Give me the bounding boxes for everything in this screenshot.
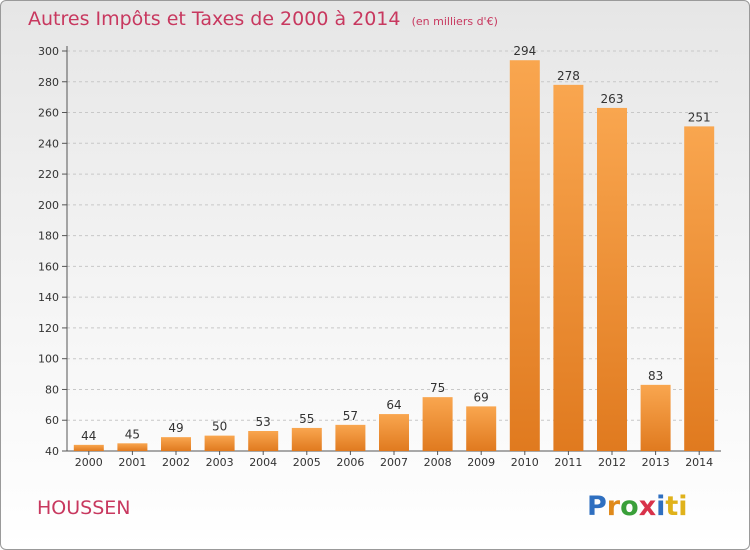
bar-value-label: 251 xyxy=(688,110,711,124)
axes: 40 60 80 100 120 140 160 180 200 220 240 260 280 300 2… xyxy=(38,45,721,469)
bar xyxy=(161,437,191,451)
logo-letter: i xyxy=(656,491,666,522)
y-tick-label: 220 xyxy=(38,168,59,181)
x-tick-label: 2009 xyxy=(467,456,495,469)
bar-value-label: 44 xyxy=(81,429,96,443)
bar xyxy=(466,406,497,451)
labels: 44 45 49 50 53 55 57 64 75 69 294 278 263 83 251 xyxy=(81,44,710,443)
x-tick-label: 2006 xyxy=(336,456,364,469)
y-tick-label: 180 xyxy=(38,230,59,243)
y-tick-label: 260 xyxy=(38,107,59,120)
bar xyxy=(379,414,409,451)
proxiti-logo: Proxiti xyxy=(587,491,688,522)
bar xyxy=(640,384,671,451)
bar-value-label: 50 xyxy=(212,420,227,434)
bar xyxy=(248,431,279,451)
logo-letter: r xyxy=(606,491,621,522)
x-tick-label: 2005 xyxy=(293,456,321,469)
x-tick-label: 2010 xyxy=(511,456,539,469)
y-tick-label: 140 xyxy=(38,291,59,304)
y-tick-label: 200 xyxy=(38,199,59,212)
x-tick-label: 2013 xyxy=(642,456,670,469)
y-tick-label: 280 xyxy=(38,76,59,89)
bar-value-label: 64 xyxy=(386,398,401,412)
y-tick-label: 300 xyxy=(38,45,59,58)
bar-value-label: 278 xyxy=(557,69,580,83)
x-tick-label: 2008 xyxy=(424,456,452,469)
bar xyxy=(422,397,453,451)
y-tick-label: 120 xyxy=(38,322,59,335)
bar-value-label: 83 xyxy=(648,369,663,383)
logo-letter: P xyxy=(587,491,607,522)
bar xyxy=(509,60,540,451)
logo-letter: ti xyxy=(665,491,688,522)
bar-value-label: 57 xyxy=(343,409,358,423)
place-name: HOUSSEN xyxy=(37,497,131,519)
x-tick-label: 2001 xyxy=(118,456,146,469)
y-tick-label: 40 xyxy=(45,445,59,458)
bar-value-label: 263 xyxy=(601,92,624,106)
bars xyxy=(73,60,715,451)
chart-unit-text: (en milliers d'€) xyxy=(411,15,498,28)
x-tick-label: 2007 xyxy=(380,456,408,469)
bar xyxy=(553,84,584,451)
y-tick-label: 100 xyxy=(38,353,59,366)
x-tick-label: 2003 xyxy=(206,456,234,469)
logo-letter: x xyxy=(638,491,657,522)
y-tick-label: 80 xyxy=(45,383,59,396)
bar xyxy=(291,427,322,451)
bar-value-label: 69 xyxy=(474,390,489,404)
x-tick-label: 2000 xyxy=(75,456,103,469)
bar-value-label: 53 xyxy=(256,415,271,429)
bar-value-label: 75 xyxy=(430,381,445,395)
y-tick-label: 60 xyxy=(45,414,59,427)
chart-title: Autres Impôts et Taxes de 2000 à 2014 (e… xyxy=(28,8,498,30)
bar xyxy=(117,443,148,451)
logo-letter: o xyxy=(620,491,639,522)
chart-title-text: Autres Impôts et Taxes de 2000 à 2014 xyxy=(28,8,401,30)
bar xyxy=(684,126,715,451)
x-tick-label: 2012 xyxy=(598,456,626,469)
x-tick-label: 2014 xyxy=(685,456,713,469)
x-tick-label: 2004 xyxy=(249,456,277,469)
bar xyxy=(597,107,627,451)
bar-value-label: 55 xyxy=(299,412,314,426)
bar xyxy=(204,435,235,451)
bar xyxy=(73,444,104,451)
x-tick-label: 2011 xyxy=(554,456,582,469)
x-tick-label: 2002 xyxy=(162,456,190,469)
bar-value-label: 45 xyxy=(125,427,140,441)
y-tick-label: 160 xyxy=(38,260,59,273)
y-tick-label: 240 xyxy=(38,137,59,150)
bar-value-label: 49 xyxy=(168,421,183,435)
bar-value-label: 294 xyxy=(513,44,536,58)
bar xyxy=(335,424,366,451)
